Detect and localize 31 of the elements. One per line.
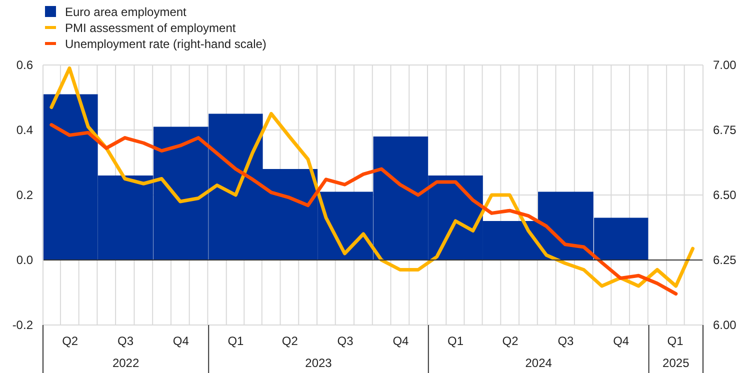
text: 2024 [525,356,552,370]
x-tick-label: Q3 [337,334,354,348]
text: 2025 [662,356,690,370]
legend-label: Unemployment rate (right-hand scale) [65,37,266,51]
y-tick-label: 0.4 [16,122,34,137]
legend-label: Euro area employment [65,5,188,19]
y2-tick-label: 7.00 [713,58,737,72]
x-tick-label: Q2 [62,334,78,348]
x-tick-label: Q4 [392,334,410,348]
y2-tick-label: 6.75 [713,122,737,137]
x-tick-label: Q2 [502,334,519,348]
y-tick-label: 0.0 [16,252,34,267]
legend-label: PMI assessment of employment [65,21,236,35]
line-series [50,66,695,288]
y2-tick-label: 6.50 [713,188,737,202]
y-tick-label: 0.2 [16,188,34,202]
x-tick-label: Q3 [117,334,134,348]
x-tick-label: Q3 [558,334,574,348]
y-tick-label: -0.2 [12,318,34,332]
x-tick-label: Q2 [282,334,298,348]
line-series [50,123,678,296]
x-tick-label: Q4 [172,334,190,348]
text: 2023 [305,356,332,370]
y2-tick-label: 6.00 [713,318,737,332]
text: 2022 [112,356,140,370]
x-tick-label: Q1 [447,334,464,348]
x-tick-label: Q1 [667,334,684,348]
x-tick-label: Q4 [613,334,630,348]
y-tick-label: 0.6 [16,58,34,72]
y2-tick-label: 6.25 [713,252,737,267]
x-tick-label: Q1 [228,334,244,348]
